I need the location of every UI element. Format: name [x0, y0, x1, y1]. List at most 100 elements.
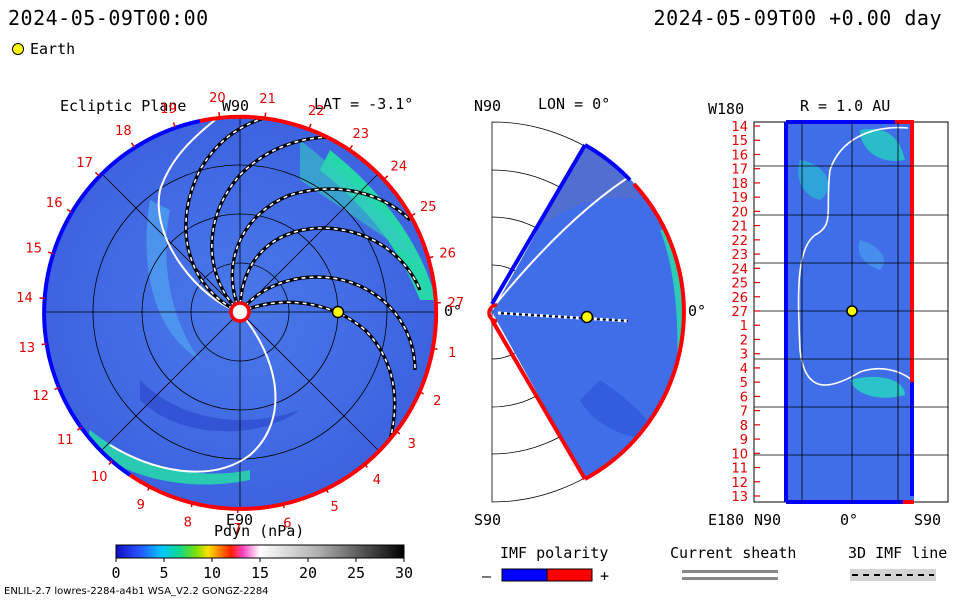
meridional-grid-ring [491, 216, 588, 408]
ecliptic-rim-tick-label: 14 [16, 291, 33, 306]
imf-line [238, 275, 417, 371]
ecliptic-rim-tick [66, 208, 72, 213]
ecliptic-rim-tick-label: 9 [137, 498, 145, 513]
radial-frame [753, 121, 949, 503]
ecliptic-rim-tick [94, 171, 100, 177]
ecliptic-rim-tick-label: 2 [433, 394, 441, 409]
imf-line-dash [231, 188, 411, 313]
imf-line-swatch [850, 569, 936, 581]
ecliptic-grid-ring [141, 213, 339, 411]
earth-legend: Earth [12, 40, 75, 58]
radial-y-tick-label: 27 [731, 305, 748, 320]
ecliptic-rim-tick-label: 12 [32, 389, 49, 404]
colorbar-tick-label: 25 [347, 564, 365, 582]
ecliptic-rim-tick [428, 255, 434, 259]
ecliptic-rim-tick [41, 343, 47, 346]
radial-top-label: W180 [708, 100, 745, 118]
imf-line-dash [239, 301, 396, 441]
ecliptic-rim-tick-label: 10 [91, 470, 108, 485]
polarity-rim-negative [42, 119, 201, 477]
radial-current-sheath [797, 126, 913, 386]
ecliptic-rim-tick [325, 487, 329, 493]
meridional-imf-line [497, 311, 629, 323]
imf-line [210, 135, 361, 314]
imf-polarity-plus: + [600, 567, 610, 585]
imf-line [239, 300, 397, 441]
ecliptic-top-label: W90 [222, 97, 250, 115]
ecliptic-rim-tick-label: 25 [420, 200, 437, 215]
ecliptic-rim-tick [418, 391, 424, 395]
ecliptic-rim-tick [395, 430, 401, 435]
ecliptic-rim-tick-label: 16 [46, 196, 63, 211]
radial-x-tick: N90 [754, 511, 782, 529]
ecliptic-rim-tick-label: 23 [353, 127, 370, 142]
radial-y-tick-label: 9 [740, 433, 748, 448]
radial-r-label: R = 1.0 AU [800, 97, 891, 115]
imf-line [230, 187, 412, 313]
radial-y-tick-label: 12 [731, 476, 748, 491]
current-sheath-label: Current sheath [670, 544, 797, 562]
ecliptic-rim-tick-label: 21 [259, 92, 276, 107]
imf-line-dash [239, 227, 421, 313]
imf-line-dash [211, 136, 361, 313]
meridional-grid-axis [491, 311, 627, 447]
ecliptic-rim-tick-label: 5 [331, 500, 339, 515]
ecliptic-rim-tick-label: 24 [391, 160, 408, 175]
radial-region [798, 160, 829, 200]
radial-y-tick-label: 2 [740, 333, 748, 348]
ecliptic-grid-axis [100, 172, 380, 452]
polarity-rim-positive [128, 114, 439, 511]
radial-panel: 1415161718192021222324252627123456789101… [731, 120, 949, 505]
meridional-high-region [660, 230, 685, 380]
footer-left: ENLIL-2.7 lowres-2284-a4b1 WSA_V2.2 GONG… [4, 586, 269, 597]
ecliptic-rim-tick-label: 3 [408, 437, 416, 452]
radial-y-tick-label: 10 [731, 447, 748, 462]
earth-legend-label: Earth [30, 40, 76, 58]
ecliptic-rim-tick-label: 26 [439, 246, 456, 261]
radial-y-tick-label: 5 [740, 376, 748, 391]
imf-polarity-negative-swatch [501, 568, 548, 582]
radial-y-tick-label: 26 [731, 291, 748, 306]
earth-marker-icon [580, 310, 594, 324]
imf-line-dash [185, 116, 291, 313]
imf-polarity-minus: – [482, 567, 492, 585]
radial-y-tick-label: 11 [731, 462, 748, 477]
colorbar-tick-label: 5 [159, 564, 168, 582]
meridional-rim-negative [584, 143, 632, 182]
ecliptic-rim-tick-label: 17 [76, 156, 93, 171]
ecliptic-grid-ring [92, 164, 388, 460]
ecliptic-rim-tick [383, 175, 389, 180]
imf-line [238, 226, 422, 313]
radial-region [858, 240, 884, 270]
radial-y-tick-label: 4 [740, 362, 748, 377]
radial-y-tick-label: 23 [731, 248, 748, 263]
ecliptic-rim-tick [282, 503, 285, 509]
ecliptic-rim-tick [47, 251, 54, 255]
radial-y-tick-label: 7 [740, 405, 748, 420]
meridional-right-label: 0° [688, 302, 707, 320]
meridional-grid-ring [491, 169, 635, 455]
ecliptic-rim-tick [308, 123, 312, 129]
radial-y-ticks: 1415161718192021222324252627123456789101… [731, 120, 760, 505]
meridional-wedge [492, 145, 685, 479]
ecliptic-rim-tick [432, 347, 438, 350]
imf-line-dash [239, 276, 416, 371]
radial-bottom-label: E180 [708, 511, 745, 529]
ecliptic-rim-tick [410, 212, 416, 217]
ecliptic-rim-tick [76, 426, 82, 431]
colorbar: 0 5 10 15 20 25 30 [111, 544, 413, 582]
ecliptic-panel: 20 21222324252627123456789101112131415161… [16, 91, 464, 537]
meridional-region [580, 380, 660, 440]
ecliptic-rim-tick [264, 112, 267, 118]
imf-line [184, 116, 291, 314]
current-sheath-swatch [682, 570, 778, 573]
high-pdyn-band [85, 430, 250, 485]
earth-marker-icon [331, 305, 345, 319]
time-left: 2024-05-09T00:00 [8, 6, 209, 30]
meridional-current-sheath [494, 169, 641, 306]
meridional-rim-negative [490, 143, 587, 306]
radial-y-tick-label: 6 [740, 390, 748, 405]
radial-y-tick-label: 14 [731, 120, 748, 135]
meridional-outline [491, 121, 683, 503]
